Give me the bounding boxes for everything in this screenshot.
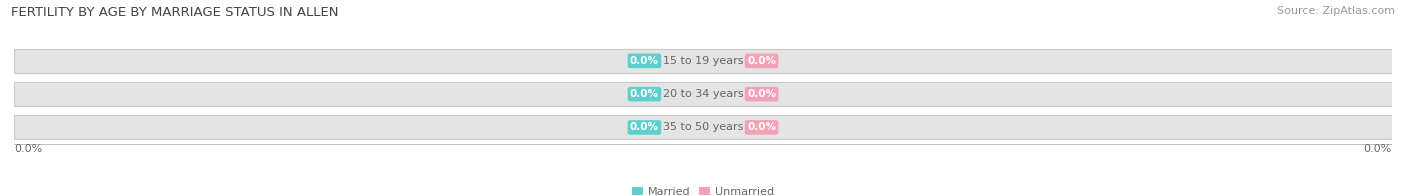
Text: 0.0%: 0.0%	[14, 144, 42, 154]
Text: 0.0%: 0.0%	[1364, 144, 1392, 154]
Bar	[14, 49, 1392, 73]
Text: 0.0%: 0.0%	[630, 89, 659, 99]
Text: Source: ZipAtlas.com: Source: ZipAtlas.com	[1277, 6, 1395, 16]
Legend: Married, Unmarried: Married, Unmarried	[627, 182, 779, 196]
Text: 35 to 50 years: 35 to 50 years	[662, 122, 744, 132]
Bar	[14, 115, 1392, 139]
Text: 0.0%: 0.0%	[747, 56, 776, 66]
Text: 0.0%: 0.0%	[630, 122, 659, 132]
Text: 0.0%: 0.0%	[747, 89, 776, 99]
Text: FERTILITY BY AGE BY MARRIAGE STATUS IN ALLEN: FERTILITY BY AGE BY MARRIAGE STATUS IN A…	[11, 6, 339, 19]
Text: 0.0%: 0.0%	[747, 122, 776, 132]
Text: 15 to 19 years: 15 to 19 years	[662, 56, 744, 66]
Text: 0.0%: 0.0%	[630, 56, 659, 66]
Text: 20 to 34 years: 20 to 34 years	[662, 89, 744, 99]
Bar	[14, 82, 1392, 106]
